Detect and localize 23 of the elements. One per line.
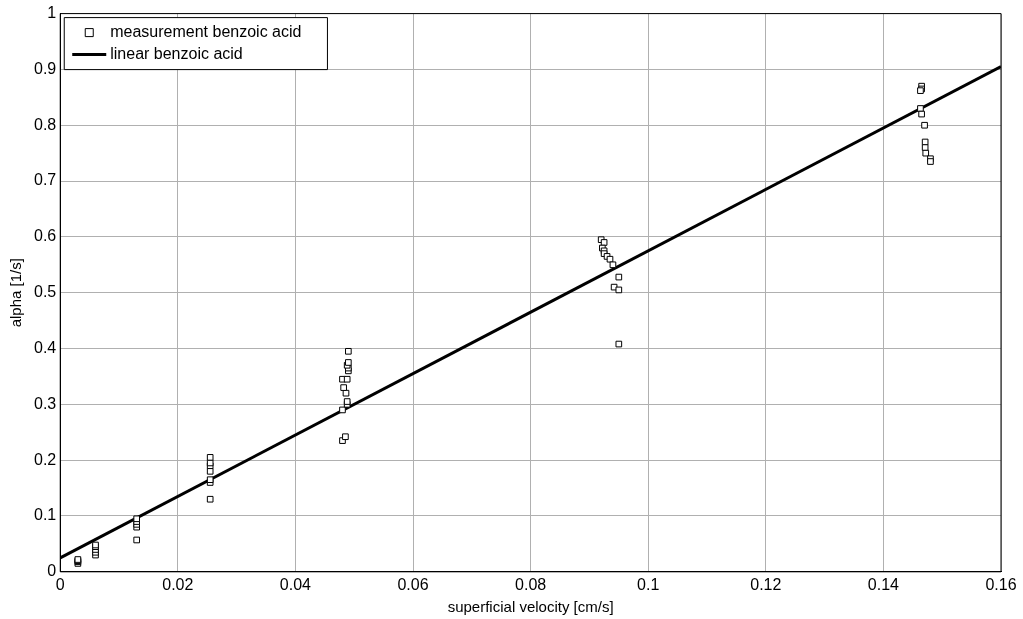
legend-label: measurement benzoic acid — [110, 23, 302, 41]
x-tick-label: 0.06 — [397, 575, 429, 593]
y-tick-label: 0.9 — [33, 59, 57, 77]
y-tick-label: 0.2 — [33, 450, 57, 468]
y-tick-label: 0.8 — [33, 115, 57, 133]
y-tick-label: 0.3 — [33, 394, 57, 412]
y-tick-label: 0.1 — [33, 506, 57, 524]
x-tick-label: 0.02 — [162, 575, 194, 593]
y-tick-label: 1 — [47, 4, 57, 22]
x-tick-label: 0.14 — [867, 575, 900, 593]
y-tick-label: 0 — [47, 562, 57, 580]
x-tick-label: 0.1 — [637, 575, 660, 593]
x-tick-label: 0.08 — [515, 575, 547, 593]
x-tick-label: 0.16 — [985, 575, 1017, 593]
y-tick-label: 0.5 — [33, 283, 57, 301]
y-tick-label: 0.7 — [33, 171, 57, 189]
x-tick-label: 0.12 — [750, 575, 782, 593]
y-axis-title: alpha [1/s] — [7, 258, 25, 328]
y-tick-label: 0.6 — [33, 227, 57, 245]
x-tick-label: 0.04 — [279, 575, 312, 593]
legend-label: linear benzoic acid — [110, 45, 243, 63]
y-tick-label: 0.4 — [33, 338, 57, 356]
x-axis-title: superficial velocity [cm/s] — [447, 598, 614, 616]
